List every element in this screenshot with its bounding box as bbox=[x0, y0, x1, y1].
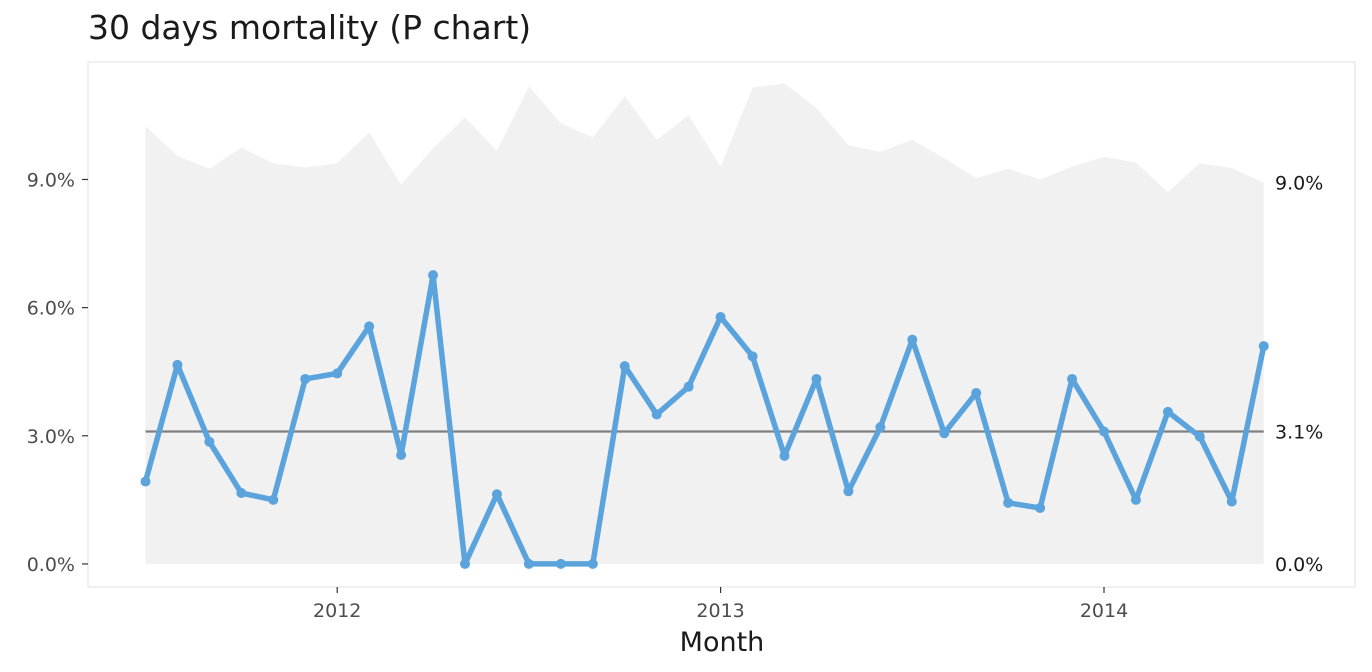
x-tick-label: 2012 bbox=[313, 600, 361, 622]
data-point bbox=[523, 558, 534, 569]
data-point bbox=[683, 381, 694, 392]
data-point bbox=[619, 361, 630, 372]
y-tick-label: 9.0% bbox=[27, 169, 75, 191]
series-line bbox=[142, 272, 1267, 567]
data-point bbox=[236, 488, 247, 499]
x-tick-label: 2014 bbox=[1080, 600, 1128, 622]
data-point bbox=[907, 334, 918, 345]
data-point bbox=[1226, 496, 1237, 507]
data-point bbox=[843, 486, 854, 497]
x-axis: 2012 2013 2014 bbox=[313, 587, 1128, 622]
right-label: 0.0% bbox=[1275, 554, 1323, 576]
chart-title: 30 days mortality (P chart) bbox=[88, 8, 532, 47]
data-point bbox=[747, 351, 758, 362]
y-axis: 0.0% 3.0% 6.0% 9.0% bbox=[27, 169, 88, 576]
data-point bbox=[939, 428, 950, 439]
data-point bbox=[268, 494, 279, 505]
x-axis-title: Month bbox=[680, 627, 765, 658]
data-point bbox=[300, 373, 311, 384]
right-label: 9.0% bbox=[1275, 172, 1323, 194]
data-point bbox=[204, 436, 215, 447]
right-label: 3.1% bbox=[1275, 422, 1323, 444]
data-point bbox=[971, 388, 982, 399]
y-tick-label: 6.0% bbox=[27, 298, 75, 320]
data-point bbox=[1035, 502, 1046, 513]
control-limit-band bbox=[145, 83, 1264, 564]
data-point bbox=[140, 476, 151, 487]
y-tick-label: 3.0% bbox=[27, 426, 75, 448]
data-point bbox=[875, 422, 886, 433]
data-point bbox=[1258, 341, 1269, 352]
x-tick-label: 2013 bbox=[696, 600, 744, 622]
data-point bbox=[811, 373, 822, 384]
data-point bbox=[172, 359, 183, 370]
data-point bbox=[1099, 426, 1109, 437]
data-point bbox=[364, 321, 375, 332]
data-point bbox=[779, 450, 790, 461]
control-limit-band-layer bbox=[145, 83, 1264, 564]
data-point bbox=[1162, 406, 1173, 417]
data-point bbox=[715, 312, 726, 323]
right-labels: 9.0% 3.1% 0.0% bbox=[1275, 172, 1323, 575]
y-tick-label: 0.0% bbox=[27, 554, 75, 576]
panel-border bbox=[87, 61, 1356, 588]
data-point bbox=[428, 270, 439, 281]
data-point bbox=[1067, 373, 1078, 384]
data-point bbox=[1130, 494, 1141, 505]
data-point bbox=[1003, 497, 1014, 508]
data-point bbox=[587, 558, 598, 569]
data-point bbox=[491, 489, 502, 500]
data-point bbox=[396, 450, 407, 461]
data-point bbox=[332, 368, 343, 379]
series-layer bbox=[140, 270, 1269, 569]
data-point bbox=[555, 558, 566, 569]
data-point bbox=[460, 558, 470, 569]
data-point bbox=[1194, 431, 1205, 442]
data-point bbox=[651, 409, 662, 420]
